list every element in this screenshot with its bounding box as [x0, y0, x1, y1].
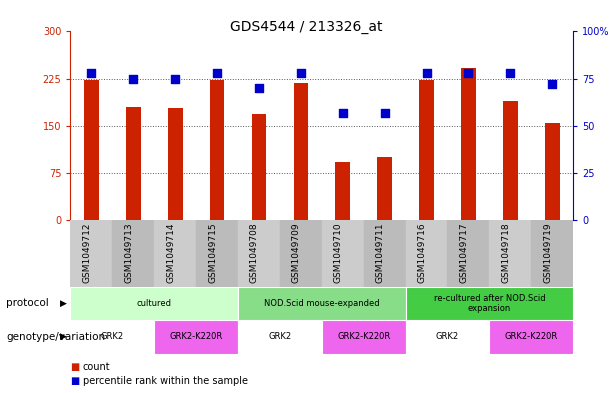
Text: GRK2-K220R: GRK2-K220R — [170, 332, 223, 342]
Point — [254, 85, 264, 91]
Text: genotype/variation: genotype/variation — [6, 332, 105, 342]
Bar — [238, 287, 406, 320]
Text: NOD.Scid mouse-expanded: NOD.Scid mouse-expanded — [264, 299, 379, 308]
Bar — [322, 220, 364, 287]
Point — [338, 109, 348, 116]
Text: GSM1049712: GSM1049712 — [82, 222, 91, 283]
Point — [505, 70, 515, 76]
Text: GRK2-K220R: GRK2-K220R — [504, 332, 558, 342]
Point — [170, 75, 180, 82]
Text: count: count — [83, 362, 110, 373]
Text: GRK2: GRK2 — [436, 332, 459, 342]
Point — [422, 70, 432, 76]
Text: GSM1049710: GSM1049710 — [333, 222, 343, 283]
Bar — [461, 68, 476, 220]
Bar — [503, 101, 517, 220]
Text: GDS4544 / 213326_at: GDS4544 / 213326_at — [230, 20, 383, 34]
Text: ▶: ▶ — [60, 332, 67, 341]
Text: GSM1049711: GSM1049711 — [376, 222, 385, 283]
Text: GRK2: GRK2 — [101, 332, 124, 342]
Text: ▶: ▶ — [60, 299, 67, 308]
Text: GRK2-K220R: GRK2-K220R — [337, 332, 390, 342]
Text: re-cultured after NOD.Scid
expansion: re-cultured after NOD.Scid expansion — [433, 294, 545, 313]
Bar — [70, 320, 154, 354]
Point — [86, 70, 96, 76]
Bar — [419, 81, 434, 220]
Text: GSM1049713: GSM1049713 — [124, 222, 134, 283]
Bar — [252, 114, 266, 220]
Bar — [126, 107, 140, 220]
Bar — [238, 320, 322, 354]
Point — [463, 70, 473, 76]
Bar — [447, 220, 489, 287]
Bar — [84, 81, 99, 220]
Text: protocol: protocol — [6, 298, 49, 309]
Bar — [210, 81, 224, 220]
Point — [129, 75, 139, 82]
Bar — [196, 220, 238, 287]
Text: GSM1049717: GSM1049717 — [459, 222, 468, 283]
Bar — [406, 220, 447, 287]
Text: GSM1049715: GSM1049715 — [208, 222, 217, 283]
Bar — [154, 320, 238, 354]
Bar — [406, 287, 573, 320]
Bar — [70, 220, 112, 287]
Text: cultured: cultured — [137, 299, 172, 308]
Text: percentile rank within the sample: percentile rank within the sample — [83, 376, 248, 386]
Bar — [335, 162, 350, 220]
Text: GSM1049709: GSM1049709 — [292, 222, 301, 283]
Bar — [322, 320, 406, 354]
Text: GSM1049719: GSM1049719 — [543, 222, 552, 283]
Bar — [294, 83, 308, 220]
Bar — [378, 157, 392, 220]
Point — [296, 70, 306, 76]
Bar — [364, 220, 406, 287]
Text: ■: ■ — [70, 362, 80, 373]
Text: GRK2: GRK2 — [268, 332, 292, 342]
Bar — [112, 220, 154, 287]
Bar — [489, 320, 573, 354]
Bar — [531, 220, 573, 287]
Bar — [168, 108, 183, 220]
Point — [212, 70, 222, 76]
Bar — [406, 320, 489, 354]
Text: GSM1049716: GSM1049716 — [417, 222, 427, 283]
Bar — [154, 220, 196, 287]
Bar — [489, 220, 531, 287]
Point — [380, 109, 390, 116]
Bar — [545, 123, 560, 220]
Bar — [280, 220, 322, 287]
Text: ■: ■ — [70, 376, 80, 386]
Text: GSM1049714: GSM1049714 — [166, 222, 175, 283]
Text: GSM1049718: GSM1049718 — [501, 222, 510, 283]
Point — [547, 81, 557, 87]
Bar — [238, 220, 280, 287]
Text: GSM1049708: GSM1049708 — [250, 222, 259, 283]
Bar — [70, 287, 238, 320]
